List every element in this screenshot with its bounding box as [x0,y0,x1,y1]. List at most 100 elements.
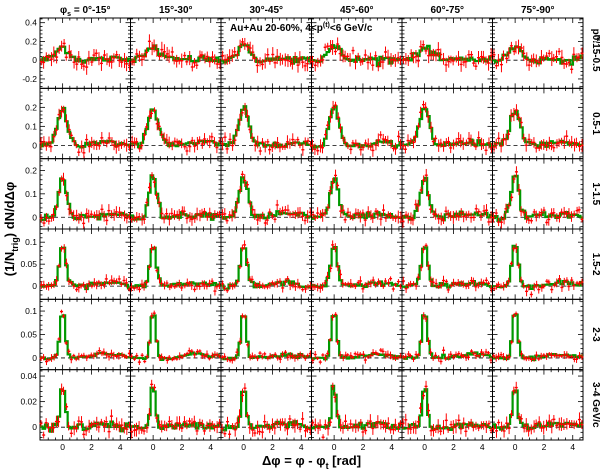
row-label: 2-3 [590,327,600,342]
panel-r3-c1 [129,228,222,300]
panel-r4-c4 [401,298,493,371]
panel-r3-c3 [311,228,403,300]
panel-r5-c0: 0 0.02 0.04 0 2 4 [20,369,132,452]
panel-r3-c2 [220,228,312,300]
model-histogram [130,246,221,289]
y-axis-label: (1/Ntrig) dN/dΔφ [2,182,20,277]
panel-r0-c2 [220,17,312,89]
panel-r1-c1 [130,87,222,160]
y-tick-label: 0.05 [20,259,37,269]
model-histogram [402,314,493,360]
panel-frame [311,87,403,160]
y-tick-label: 0 [32,140,37,150]
panel-frame [401,87,493,160]
model-histogram [492,244,583,291]
panel-r3-c4 [401,228,493,300]
panel-r2-c4 [401,158,493,230]
column-header: 15°-30° [159,5,193,16]
x-tick-label: 4 [480,442,485,452]
panel-r4-c0: 0 0.05 0.1 [20,298,131,371]
column-header: 75°-90° [521,5,555,16]
x-tick-label: 4 [570,442,575,452]
panel-frame [39,87,131,160]
column-header: 30°-45° [249,5,283,16]
model-histogram [221,315,312,361]
centrality-annotation: Au+Au 20-60%, 4<p(t)<6 GeV/c [230,22,373,34]
panel-frame [130,87,222,160]
model-histogram [40,314,131,361]
panel-r5-c5: 0 2 4 [491,369,584,452]
y-tick-label: 0.02 [20,397,37,407]
model-histogram [40,177,131,221]
x-tick-label: 4 [208,442,213,452]
row-label: 3-4 GeV/c [590,382,600,428]
row-label: 1.5-2 [590,253,600,276]
panel-r3-c0: 0 0.05 0.1 [20,228,131,300]
y-tick-label: 0 [32,55,37,65]
x-tick-label: 0 [151,442,156,452]
row-unit: GeV/c [590,396,600,428]
x-axis-label: Δφ = φ - φt [rad] [262,453,361,471]
panel-r0-c5 [492,17,584,89]
panel-r0-c1 [130,17,222,89]
panel-frame [220,228,312,300]
panel-r1-c0: 0 0.1 0.2 [25,87,131,160]
x-tick-label: 2 [451,442,456,452]
y-tick-label: 0 [32,281,37,291]
panel-r2-c0: 0 0.1 0.2 [25,158,131,230]
y-tick-label: 0.2 [25,36,37,46]
x-tick-label: 2 [89,442,94,452]
panel-r5-c4: 0 2 4 [401,369,493,452]
y-tick-label: 0.1 [25,189,37,199]
row-label: 0.5-1 [590,112,600,135]
y-tick-label: 0.05 [20,330,37,340]
x-tick-label: 4 [299,442,304,452]
panel-r1-c3 [310,87,403,160]
y-tick-label: -0.2 [22,74,37,84]
panel-r2-c2 [220,158,312,230]
panel-r5-c2: 0 2 4 [220,369,312,452]
x-tick-label: 2 [361,442,366,452]
panel-r0-c4 [401,17,493,89]
y-tick-label: 0 [32,212,37,222]
column-header: φs = 0°-15° [60,5,110,18]
model-histogram [130,174,221,221]
panel-grid: -0.2 0 0.2 0.4 0 0.1 0.2 0 0.1 0.2 0 0.05 0.1 0 0.05 0.… [20,17,584,452]
model-histogram [492,313,583,362]
panel-r2-c5 [491,158,584,230]
figure-labels: 0.15-0.5 0.5-1 1-1.5 1.5-2 2-3 3-4 GeV/c φs = … [2,5,600,471]
model-histogram [311,246,402,289]
x-tick-label: 0 [513,442,518,452]
y-tick-label: 0.1 [25,121,37,131]
x-tick-label: 4 [118,442,123,452]
row-label: 1-1.5 [590,182,600,205]
model-histogram [311,314,402,361]
panel-r4-c5 [492,298,584,371]
model-histogram [402,388,493,432]
panel-frame [220,87,312,160]
panel-r5-c1: 0 2 4 [130,369,222,452]
panel-frame [311,228,403,300]
y-tick-label: 0 [32,422,37,432]
y-tick-label: 0.1 [25,306,37,316]
x-tick-label: 2 [270,442,275,452]
panel-r0-c0: -0.2 0 0.2 0.4 [22,17,132,89]
panel-r2-c3 [311,158,403,230]
model-histogram [130,314,221,362]
panel-r1-c4 [401,87,494,160]
model-histogram [40,45,131,64]
model-histogram [402,44,493,63]
panel-frame [492,228,584,300]
x-tick-label: 2 [542,442,547,452]
y-tick-label: 0.2 [25,102,37,112]
y-tick-label: 0.4 [25,18,37,28]
row-label: 0.15-0.5 [590,35,600,72]
y-tick-label: 0 [32,353,37,363]
panel-frame [492,17,584,89]
panel-r4-c3 [311,298,403,371]
y-tick-label: 0.2 [25,165,37,175]
panel-r5-c3: 0 2 4 [311,369,403,452]
panel-r4-c1 [130,298,222,371]
x-tick-label: 0 [60,442,65,452]
